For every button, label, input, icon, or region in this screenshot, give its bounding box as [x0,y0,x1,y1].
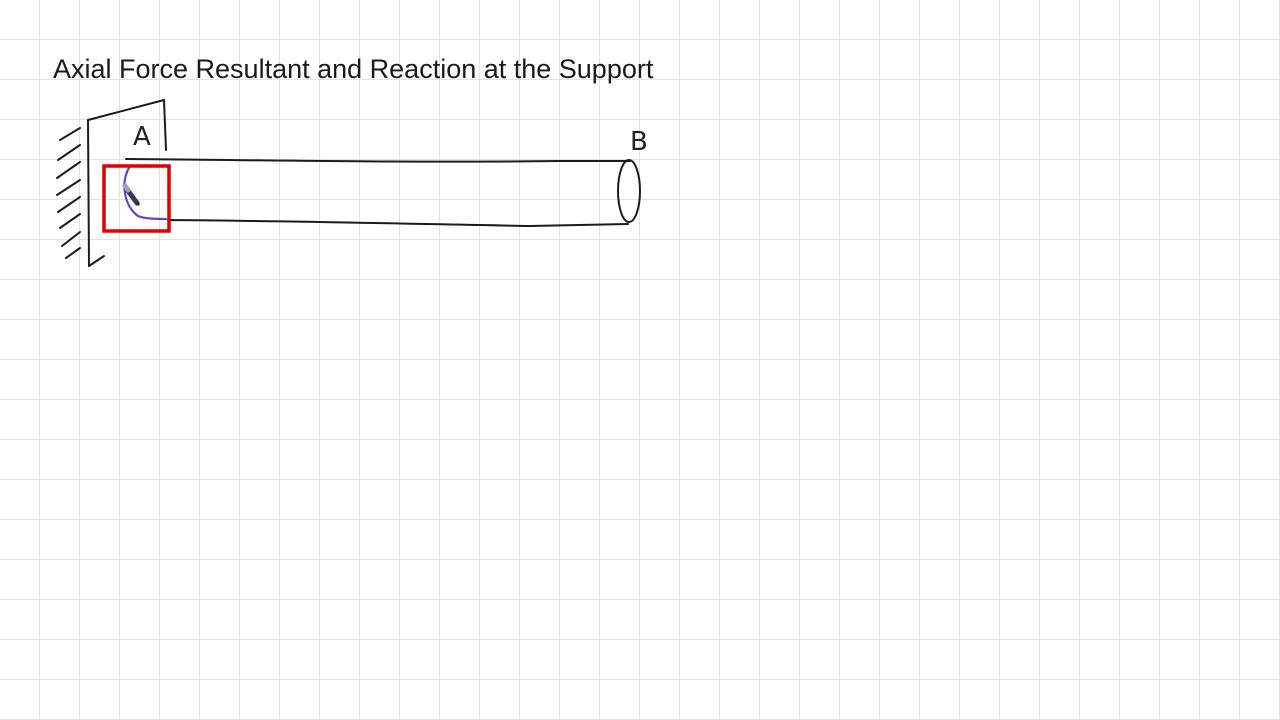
beam-top-edge [125,158,631,163]
beam [125,158,641,227]
support-left-edge [87,119,90,267]
beam-bottom-edge [167,219,629,227]
beam-end-b [617,159,641,223]
support-bottom-edge [88,255,105,267]
label-point-a: A [133,122,151,152]
support-top-edge [87,99,167,151]
hatched-wall-icon [56,127,81,259]
fixed-support [56,99,167,267]
page-title: Axial Force Resultant and Reaction at th… [53,54,654,84]
label-point-b: B [630,127,648,157]
highlight-box [102,164,171,233]
pen-icon [122,183,140,206]
section-annotation-stroke [123,164,168,221]
